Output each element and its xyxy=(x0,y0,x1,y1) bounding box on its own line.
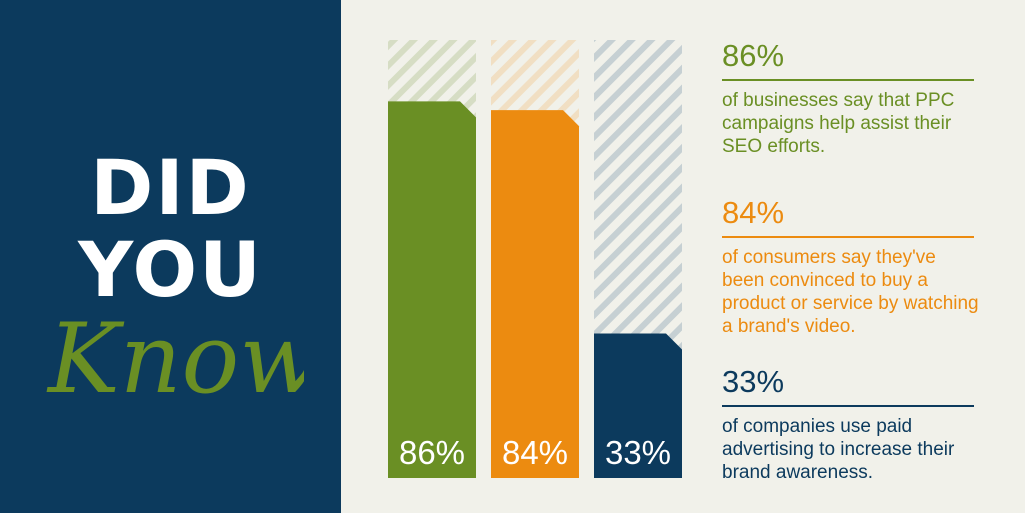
stat-value-2: 84% xyxy=(722,197,974,238)
bar-value-label: 33% xyxy=(605,434,671,471)
headline-know-text: Know? xyxy=(46,303,304,415)
stat-block-1: 86% of businesses say that PPC campaigns… xyxy=(722,40,982,158)
stat-value-3: 33% xyxy=(722,366,974,407)
bar xyxy=(388,101,476,478)
stat-block-3: 33% of companies use paid advertising to… xyxy=(722,366,982,484)
bars-layer: 86% 84% 33% xyxy=(388,40,682,478)
stat-block-2: 84% of consumers say they've been convin… xyxy=(722,197,982,338)
headline-know-script: Know? xyxy=(46,303,304,415)
headline-panel: DID YOU Know? xyxy=(0,0,341,513)
bar xyxy=(594,333,682,478)
stat-description-3: of companies use paid advertising to inc… xyxy=(722,416,955,483)
headline-did: DID xyxy=(90,143,251,232)
stat-description-1: of businesses say that PPC campaigns hel… xyxy=(722,90,955,157)
bar xyxy=(491,110,579,478)
stat-description-2: of consumers say they've been convinced … xyxy=(722,247,979,337)
bar-chart: 86% 84% 33% xyxy=(388,40,682,478)
headline-you: YOU xyxy=(78,225,263,314)
bar-value-label: 84% xyxy=(502,434,568,471)
stat-value-1: 86% xyxy=(722,40,974,81)
bar-value-label: 86% xyxy=(399,434,465,471)
